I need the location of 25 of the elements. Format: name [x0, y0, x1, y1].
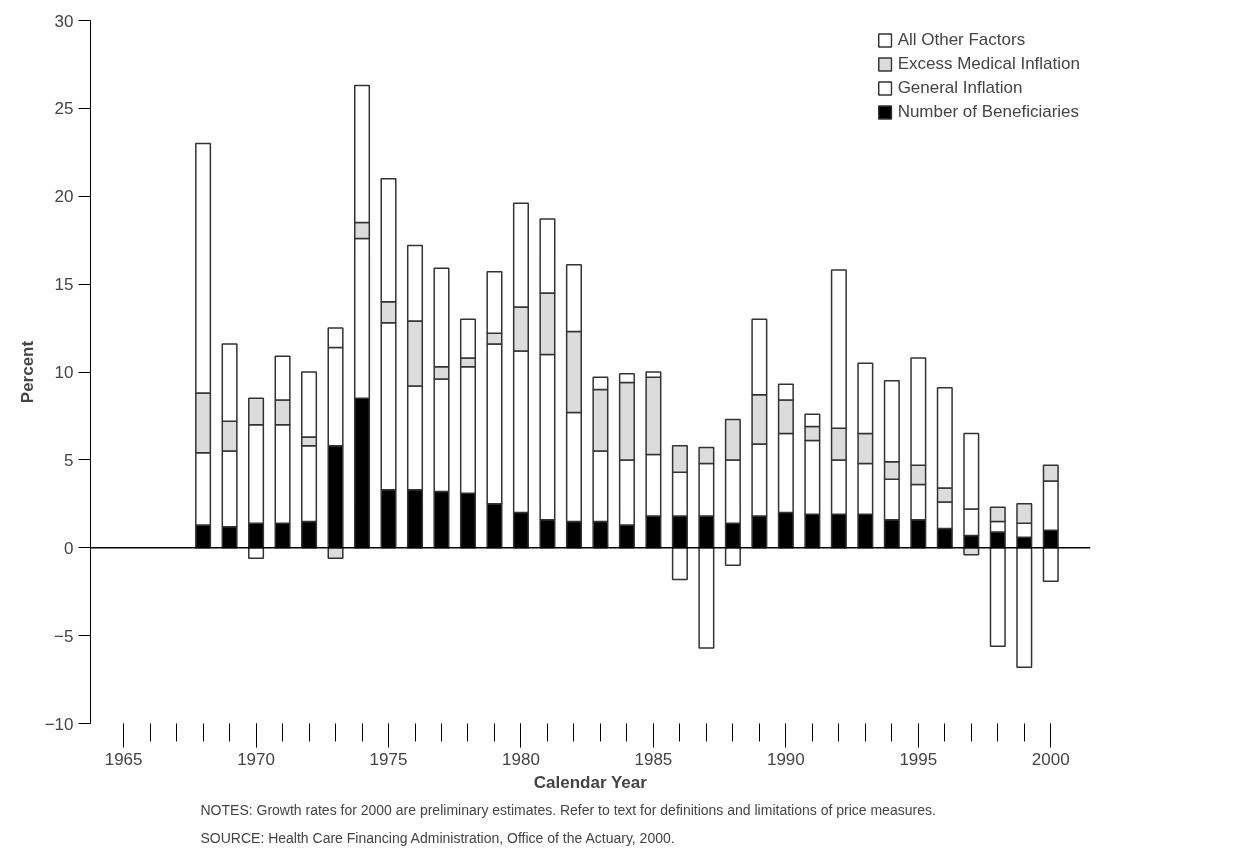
y-tick-label: 30 [54, 11, 74, 31]
y-tick-label: −5 [54, 626, 74, 646]
x-tick-label: 1995 [899, 749, 938, 769]
y-tick-label: −10 [44, 714, 74, 734]
x-tick-label: 1970 [237, 749, 275, 769]
x-tick-label: 1990 [766, 749, 805, 769]
y-axis-title: Percent [17, 340, 37, 404]
y-tick-label: 15 [54, 275, 74, 295]
x-tick-label: 1980 [502, 749, 540, 769]
y-tick-label: 5 [64, 450, 74, 470]
text: NOTES: Growth rates for 2000 are preliminary estimates. Refer to text for definitions and limitations of price measures. [200, 801, 936, 818]
x-tick-label: 1975 [369, 749, 408, 769]
y-tick-label: 25 [54, 99, 74, 119]
legend-label: General Inflation [897, 78, 1023, 98]
source-note: SOURCE: Health Care Financing Administration, Office of the Actuary, 2000. [200, 829, 675, 846]
legend-label: All Other Factors [897, 30, 1026, 50]
legend-label: Excess Medical Inflation [897, 54, 1080, 74]
x-tick-label: 2000 [1031, 749, 1070, 769]
x-tick-label: 1965 [104, 749, 143, 769]
x-tick-label: 1985 [634, 749, 673, 769]
legend-label: Number of Beneficiaries [897, 102, 1080, 122]
y-tick-label: 0 [64, 538, 74, 558]
y-tick-label: 10 [54, 363, 74, 382]
y-tick-label: 20 [54, 187, 74, 207]
x-axis-title: Calendar Year [533, 772, 648, 792]
